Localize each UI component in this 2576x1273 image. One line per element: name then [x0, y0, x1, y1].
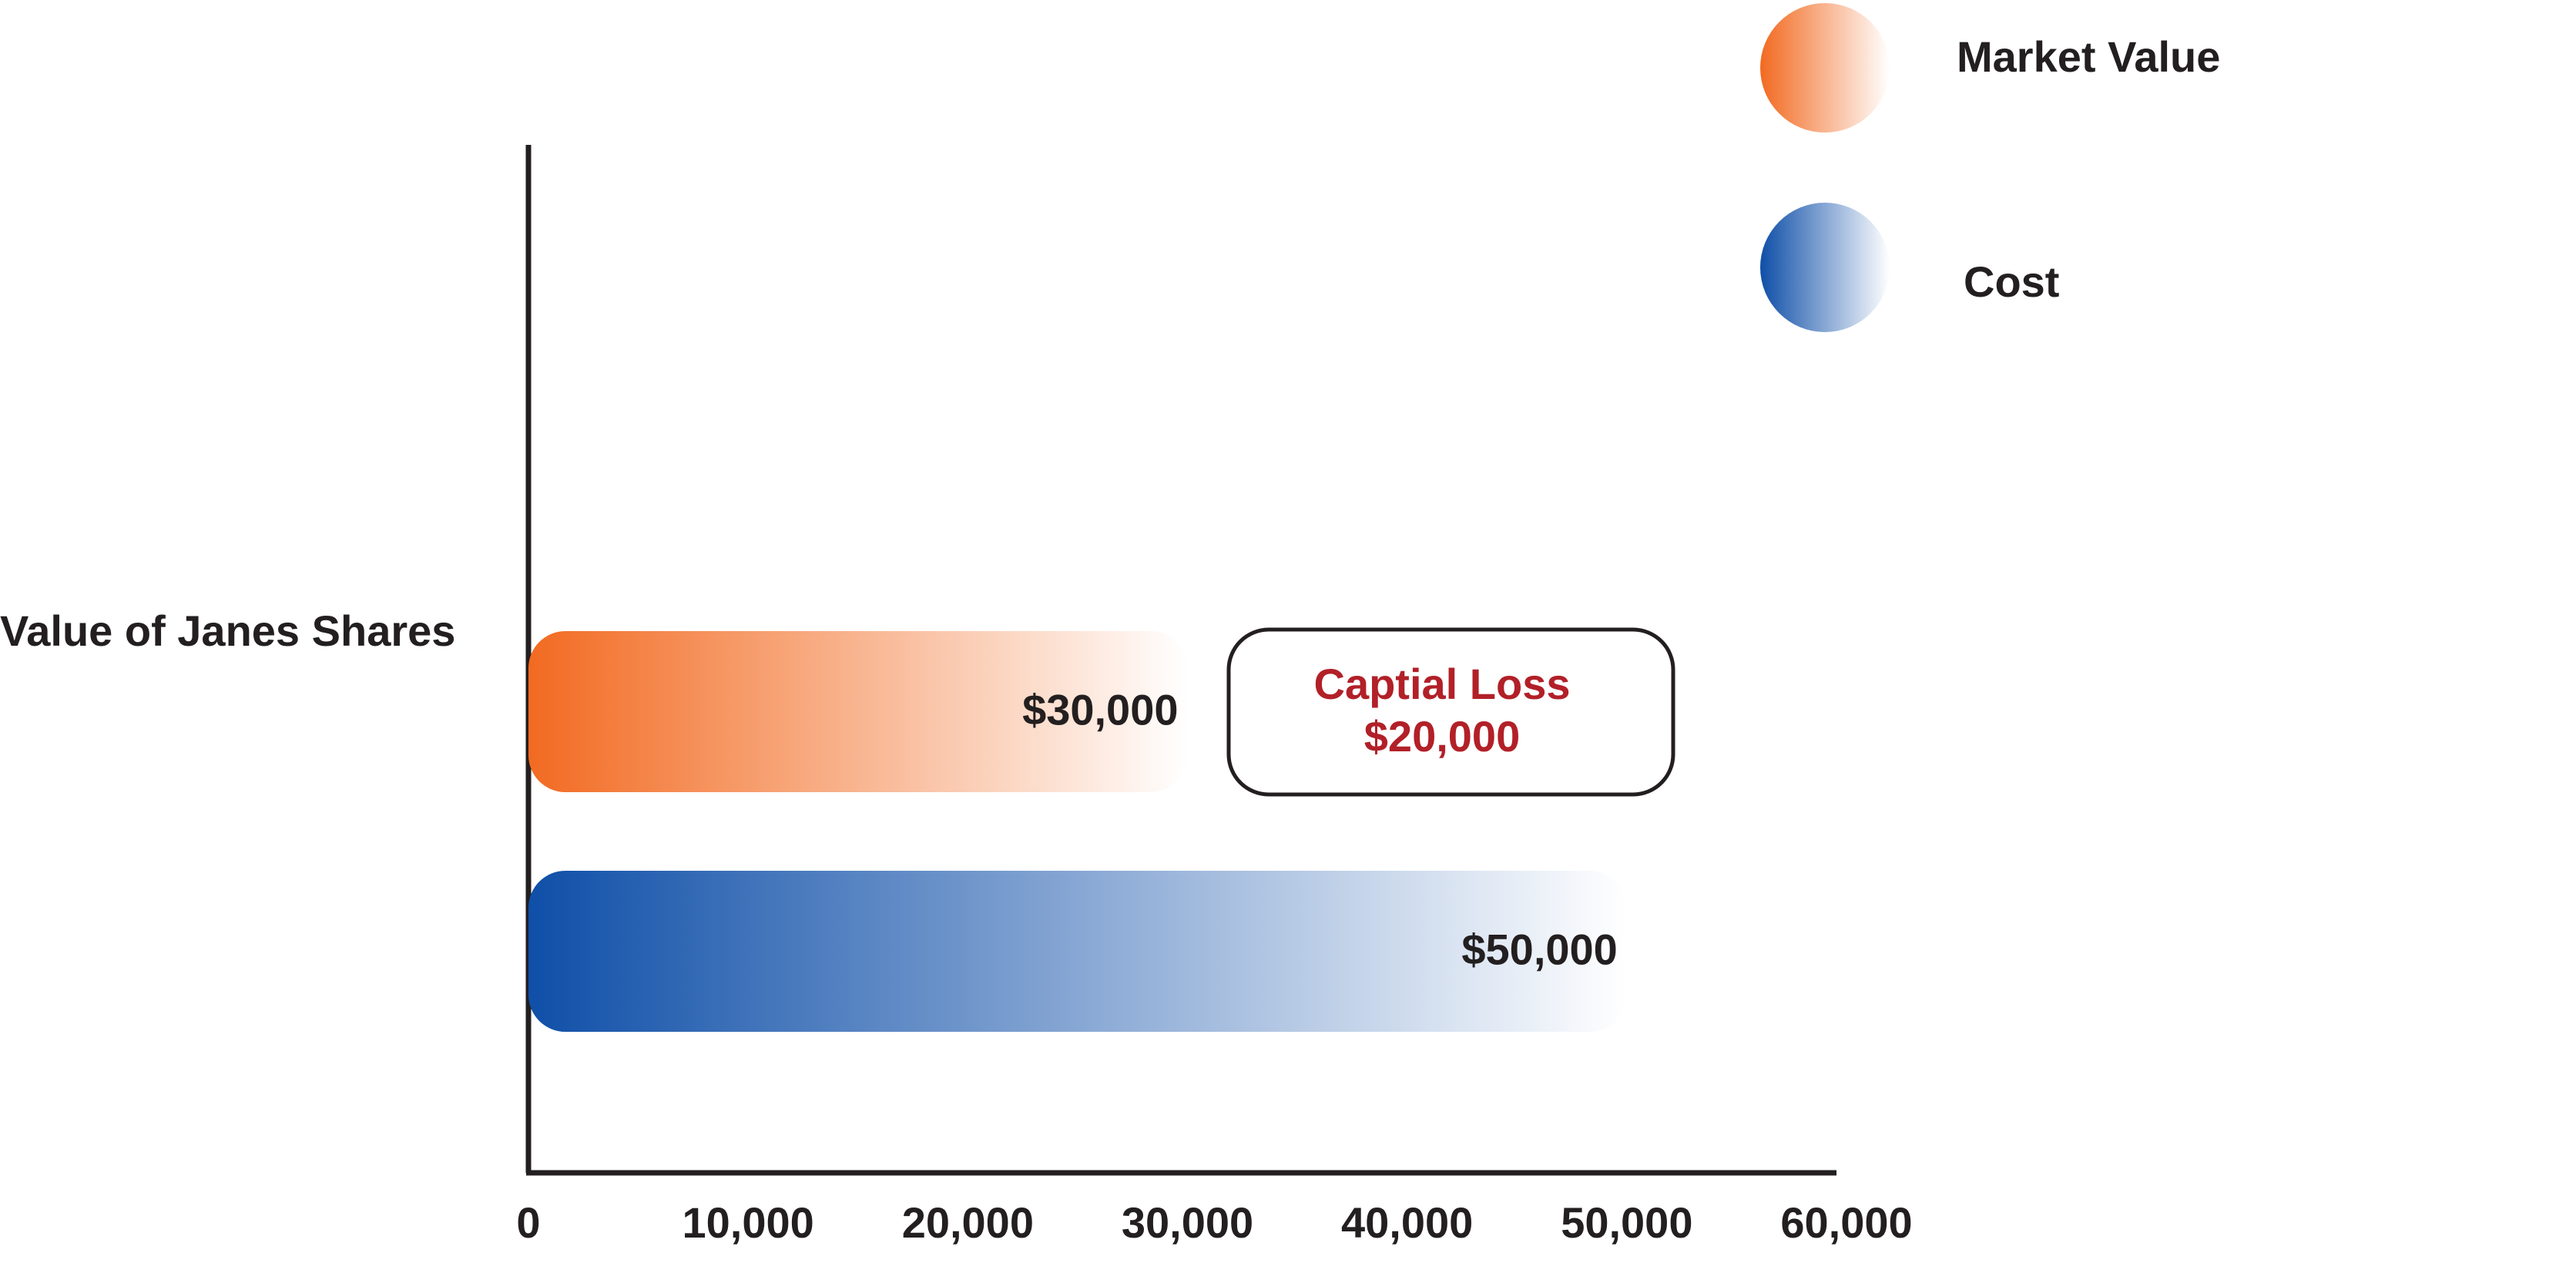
- value-label: $50,000: [1461, 925, 1617, 973]
- legend-label: Market Value: [1957, 32, 2220, 81]
- value-label: $30,000: [1022, 685, 1178, 734]
- x-tick-label: 20,000: [902, 1198, 1034, 1247]
- legend-label: Cost: [1964, 257, 2059, 306]
- legend-swatch: [1760, 203, 1890, 332]
- category-label: Value of Janes Shares: [0, 606, 455, 655]
- annotation-text: Captial Loss: [1314, 660, 1571, 708]
- legend-swatch: [1760, 3, 1890, 133]
- annotation-text: $20,000: [1364, 712, 1520, 761]
- bar: [528, 631, 1188, 792]
- x-tick-label: 50,000: [1561, 1198, 1692, 1247]
- x-tick-label: 60,000: [1780, 1198, 1912, 1247]
- x-tick-label: 40,000: [1341, 1198, 1473, 1247]
- x-tick-label: 0: [516, 1198, 540, 1247]
- bar: [528, 871, 1627, 1032]
- x-tick-label: 30,000: [1122, 1198, 1253, 1247]
- annotation-box: [1226, 627, 1675, 797]
- x-tick-label: 10,000: [683, 1198, 814, 1247]
